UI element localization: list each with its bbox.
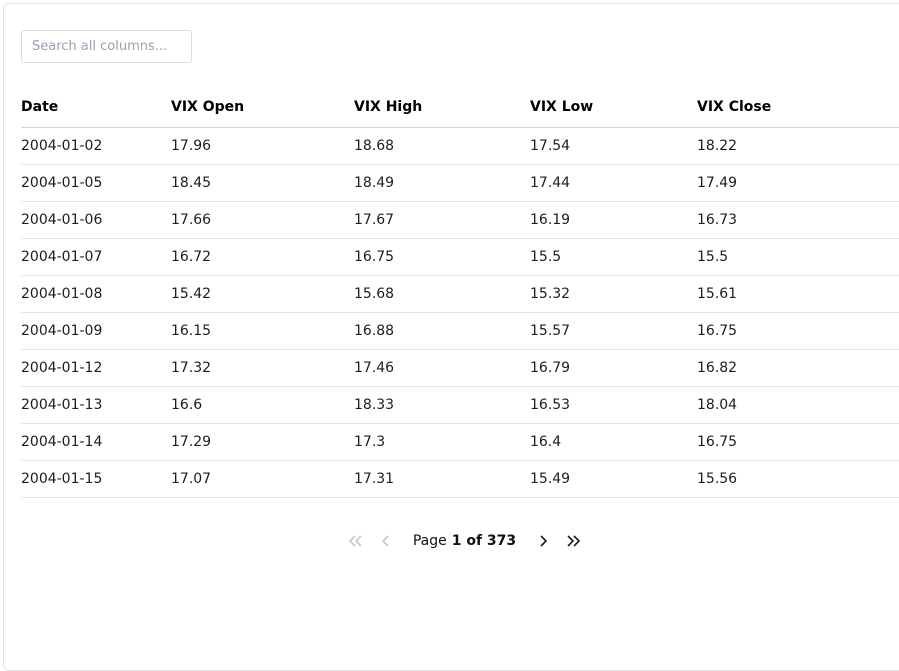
cell: 15.49 [530,460,697,498]
cell: 18.04 [697,386,899,424]
table-row: 2004-01-12 17.32 17.46 16.79 16.82 [21,349,899,387]
next-page-button[interactable] [534,531,552,551]
column-header-vix-high: VIX High [354,99,530,128]
table-row: 2004-01-06 17.66 17.67 16.19 16.73 [21,201,899,239]
cell: 17.31 [354,460,530,498]
cell: 2004-01-06 [21,201,171,239]
search-input[interactable] [21,30,192,63]
table-body: 2004-01-02 17.96 18.68 17.54 18.22 2004-01-05… [21,127,899,498]
data-table: Date VIX Open VIX High VIX Low VIX Close 200… [21,99,899,498]
cell: 15.5 [530,238,697,276]
column-header-vix-low: VIX Low [530,99,697,128]
cell: 16.4 [530,423,697,461]
cell: 16.75 [697,423,899,461]
table-row: 2004-01-13 16.6 18.33 16.53 18.04 [21,386,899,424]
cell: 16.73 [697,201,899,239]
cell: 17.66 [171,201,354,239]
cell: 16.75 [354,238,530,276]
table-row: 2004-01-15 17.07 17.31 15.49 15.56 [21,460,899,498]
cell: 16.19 [530,201,697,239]
cell: 16.75 [697,312,899,350]
cell: 2004-01-05 [21,164,171,202]
cell: 17.07 [171,460,354,498]
cell: 2004-01-02 [21,127,171,165]
table-row: 2004-01-09 16.15 16.88 15.57 16.75 [21,312,899,350]
cell: 16.15 [171,312,354,350]
cell: 17.96 [171,127,354,165]
cell: 18.68 [354,127,530,165]
chevron-right-icon [536,533,550,549]
table-header-row: Date VIX Open VIX High VIX Low VIX Close [21,99,899,128]
cell: 17.49 [697,164,899,202]
cell: 17.67 [354,201,530,239]
table-row: 2004-01-02 17.96 18.68 17.54 18.22 [21,127,899,165]
table-row: 2004-01-14 17.29 17.3 16.4 16.75 [21,423,899,461]
cell: 2004-01-13 [21,386,171,424]
cell: 17.44 [530,164,697,202]
previous-page-button [377,531,395,551]
column-header-date: Date [21,99,171,128]
cell: 16.72 [171,238,354,276]
cell: 18.45 [171,164,354,202]
cell: 16.82 [697,349,899,387]
cell: 17.29 [171,423,354,461]
cell: 15.68 [354,275,530,313]
cell: 16.6 [171,386,354,424]
cell: 15.61 [697,275,899,313]
table-row: 2004-01-05 18.45 18.49 17.44 17.49 [21,164,899,202]
cell: 2004-01-15 [21,460,171,498]
cell: 2004-01-14 [21,423,171,461]
cell: 2004-01-09 [21,312,171,350]
double-chevron-right-icon [564,533,583,549]
cell: 16.79 [530,349,697,387]
chevron-left-icon [379,533,393,549]
cell: 17.46 [354,349,530,387]
cell: 17.54 [530,127,697,165]
cell: 2004-01-12 [21,349,171,387]
pagination: Page 1 of 373 [21,531,899,551]
page-indicator: Page 1 of 373 [413,533,516,549]
cell: 2004-01-07 [21,238,171,276]
cell: 15.42 [171,275,354,313]
first-page-button [344,531,367,551]
cell: 15.56 [697,460,899,498]
cell: 18.22 [697,127,899,165]
cell: 16.88 [354,312,530,350]
cell: 17.32 [171,349,354,387]
cell: 18.49 [354,164,530,202]
cell: 15.5 [697,238,899,276]
cell: 15.57 [530,312,697,350]
page-indicator-prefix: Page [412,533,447,549]
cell: 18.33 [354,386,530,424]
double-chevron-left-icon [346,533,365,549]
last-page-button[interactable] [562,531,585,551]
cell: 2004-01-08 [21,275,171,313]
table-row: 2004-01-07 16.72 16.75 15.5 15.5 [21,238,899,276]
cell: 15.32 [530,275,697,313]
column-header-vix-open: VIX Open [171,99,354,128]
cell: 17.3 [354,423,530,461]
page-indicator-value: 1 of 373 [451,533,517,549]
table-row: 2004-01-08 15.42 15.68 15.32 15.61 [21,275,899,313]
column-header-vix-close: VIX Close [697,99,899,128]
cell: 16.53 [530,386,697,424]
